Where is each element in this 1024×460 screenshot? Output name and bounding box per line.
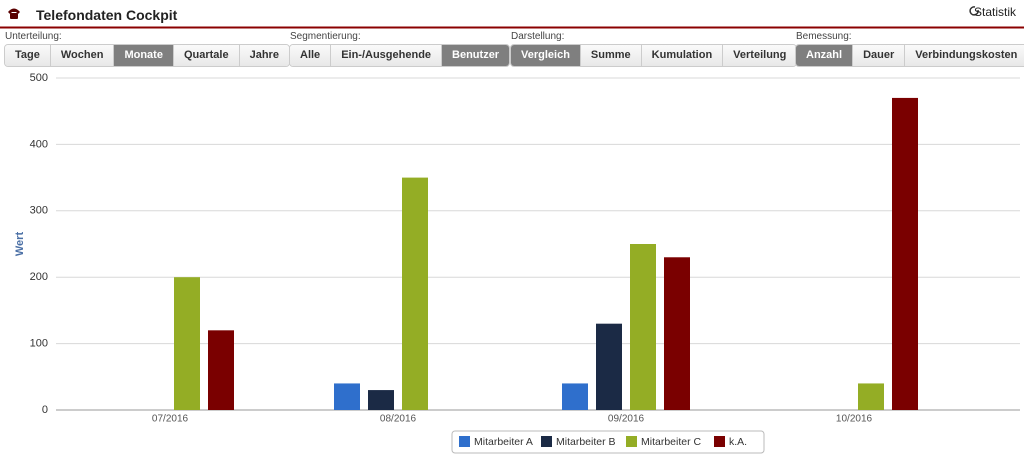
y-tick-label: 200 [30,271,48,283]
y-tick-label: 400 [30,138,48,150]
y-tick-label: 300 [30,205,48,217]
bar [334,383,360,410]
bar [630,244,656,410]
legend-label: Mitarbeiter B [556,436,616,448]
y-tick-label: 100 [30,338,48,350]
y-tick-label: 500 [30,72,48,84]
toggle-button[interactable]: Alle [290,45,331,66]
bar [664,257,690,410]
legend-swatch [626,436,637,447]
legend-swatch [459,436,470,447]
button-group: Segmentierung: Alle Ein-/Ausgehende Benutze… [289,31,511,67]
toggle-button[interactable]: Anzahl [796,45,853,66]
bar [402,177,428,410]
toggle-button[interactable]: Vergleich [511,45,580,66]
button-bar: Tage Wochen Monate Quartale Jahre [4,44,290,67]
legend-swatch [541,436,552,447]
group-label: Bemessung: [796,31,852,42]
bar [368,390,394,410]
button-bar: Alle Ein-/Ausgehende Benutzer [289,44,511,67]
toggle-button[interactable]: Jahre [238,45,289,66]
toggle-button[interactable]: Monate [113,45,173,66]
button-group: Unterteilung: Tage Wochen Monate Quartale Jah… [4,31,290,67]
toggle-button[interactable]: Verbindungskosten [904,45,1024,66]
toggle-button[interactable]: Kumulation [640,45,723,66]
button-bar: Anzahl Dauer Verbindungskosten [795,44,1024,67]
x-tick-label: 07/2016 [152,414,189,425]
legend-box [451,430,765,454]
header-title: Telefondaten Cockpit [36,7,178,23]
y-tick-label: 0 [42,404,48,416]
toggle-button[interactable]: Tage [5,45,50,66]
button-group: Bemessung: Anzahl Dauer Verbindungskosten [795,31,1024,67]
bar [562,383,588,410]
toggle-button[interactable]: Dauer [852,45,905,66]
legend-label: k.A. [729,436,747,448]
statistik-link[interactable]: Statistik [973,5,1016,19]
group-label: Segmentierung: [290,31,361,42]
y-axis-title: Wert [14,232,26,257]
bar [174,277,200,410]
bar [858,383,884,410]
x-tick-label: 10/2016 [836,414,873,425]
legend-swatch [714,436,725,447]
x-tick-label: 09/2016 [608,414,645,425]
legend-label: Mitarbeiter C [641,436,702,448]
group-label: Unterteilung: [5,31,62,42]
bar [208,330,234,410]
button-group: Darstellung: Vergleich Summe Kumulation Vert… [510,31,798,67]
toggle-button[interactable]: Benutzer [441,45,510,66]
refresh-icon [969,6,979,16]
group-label: Darstellung: [511,31,565,42]
legend-label: Mitarbeiter A [474,436,533,448]
toggle-button[interactable]: Verteilung [722,45,797,66]
toggle-button[interactable]: Ein-/Ausgehende [330,45,442,66]
bar [892,97,918,411]
toggle-button[interactable]: Wochen [49,45,114,66]
toggle-button[interactable]: Quartale [172,45,239,66]
toggle-button[interactable]: Summe [579,45,641,66]
bar [596,323,622,410]
x-tick-label: 08/2016 [380,414,417,425]
button-bar: Vergleich Summe Kumulation Verteilung [510,44,798,67]
phone-icon [8,8,20,19]
